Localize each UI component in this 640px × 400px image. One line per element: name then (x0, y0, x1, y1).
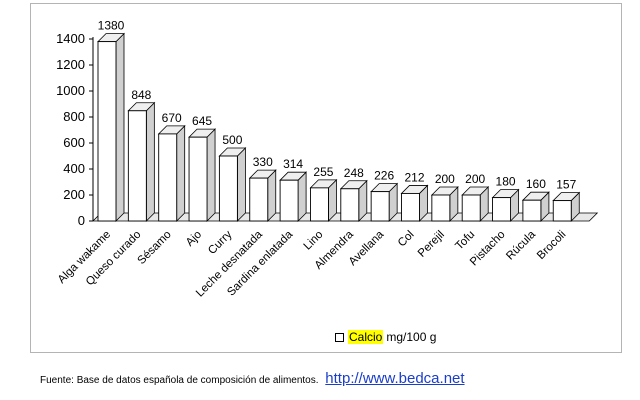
bar-group (339, 179, 368, 222)
x-category-label: Tofu (453, 229, 477, 253)
bar-side (206, 128, 216, 222)
bar-group (430, 186, 459, 222)
data-label: 157 (556, 178, 576, 192)
bar-group (218, 147, 247, 222)
bar (552, 200, 572, 222)
bar-group (157, 124, 186, 222)
y-tick-label: 400 (63, 161, 85, 176)
x-category-label: Ajo (184, 229, 204, 249)
x-category-label: Alga wakame (56, 229, 113, 286)
x-category-label: Curry (206, 228, 235, 257)
bar-side (236, 147, 246, 222)
data-label: 670 (162, 111, 182, 125)
legend-unit: mg/100 g (386, 330, 437, 344)
bar-group (400, 184, 429, 222)
bar-group (127, 101, 156, 222)
bar (461, 194, 481, 222)
source-text: Fuente: Base de datos española de compos… (40, 375, 319, 386)
chart-frame: 0 200 400 600 800 1000 1200 1400 1380 Alga wakame… (30, 3, 622, 353)
bar (492, 197, 511, 222)
legend-swatch (335, 332, 344, 342)
data-label: 1380 (98, 19, 125, 33)
bar-group (370, 182, 399, 222)
data-label: 645 (192, 114, 212, 128)
bar-group (521, 191, 550, 222)
data-label: 226 (374, 169, 394, 183)
bar (370, 191, 390, 222)
bar (279, 179, 299, 222)
data-label: 314 (283, 157, 303, 171)
legend: Calcio mg/100 g (335, 330, 436, 344)
bar (249, 177, 269, 222)
y-tick-label: 1200 (56, 57, 85, 72)
y-tick-label: 600 (63, 135, 85, 150)
data-label: 200 (435, 172, 455, 186)
bar-side (145, 101, 155, 222)
bar-side (176, 124, 186, 222)
source-link[interactable]: http://www.bedca.net (325, 370, 465, 387)
x-category-label: Rúcula (504, 228, 538, 262)
bar (522, 199, 542, 222)
data-label: 248 (344, 166, 364, 180)
x-category-label: Sésamo (136, 229, 174, 267)
calcium-bar-chart: 0 200 400 600 800 1000 1200 1400 1380 Alga wakame… (56, 19, 599, 300)
data-label: 160 (526, 177, 546, 191)
bar (188, 136, 208, 222)
bar-group (188, 128, 217, 222)
bar-group (279, 171, 308, 222)
bar (127, 110, 147, 222)
bar (310, 187, 329, 222)
bar-group (461, 186, 490, 222)
source-note: Fuente: Base de datos española de compos… (40, 371, 465, 389)
bar-group (309, 178, 338, 222)
data-label: 500 (222, 133, 242, 147)
legend-series-name: Calcio (348, 330, 384, 344)
bar-group (97, 32, 125, 222)
bar (218, 155, 238, 222)
bar (431, 194, 451, 222)
bar (401, 192, 420, 222)
x-category-label: Perejil (416, 229, 447, 260)
data-label: 212 (404, 170, 424, 184)
data-label: 180 (496, 175, 516, 189)
y-tick-label: 800 (63, 109, 85, 124)
y-tick-label: 0 (78, 213, 85, 228)
data-label: 200 (465, 172, 485, 186)
x-category-label: Col (396, 229, 417, 250)
bar-group (491, 188, 520, 222)
x-category-label: Lino (302, 229, 326, 253)
bar-group (552, 191, 581, 222)
bar (97, 41, 117, 222)
bar-side (115, 32, 125, 222)
y-tick-label: 1000 (56, 83, 85, 98)
bar (158, 133, 178, 222)
bar-group (248, 169, 277, 222)
bar (340, 188, 360, 222)
x-category-label: Brocoli (535, 229, 568, 262)
data-label: 330 (253, 155, 273, 169)
data-label: 848 (131, 88, 151, 102)
bar-side (267, 169, 277, 222)
y-tick-label: 200 (63, 187, 85, 202)
y-tick-label: 1400 (56, 31, 85, 46)
data-label: 255 (313, 165, 333, 179)
